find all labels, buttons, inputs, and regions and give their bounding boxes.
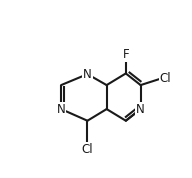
Text: N: N <box>136 103 145 116</box>
Text: Cl: Cl <box>160 72 171 85</box>
Text: Cl: Cl <box>82 143 93 156</box>
Text: F: F <box>122 48 129 61</box>
Text: N: N <box>57 103 65 116</box>
Text: N: N <box>83 68 92 81</box>
